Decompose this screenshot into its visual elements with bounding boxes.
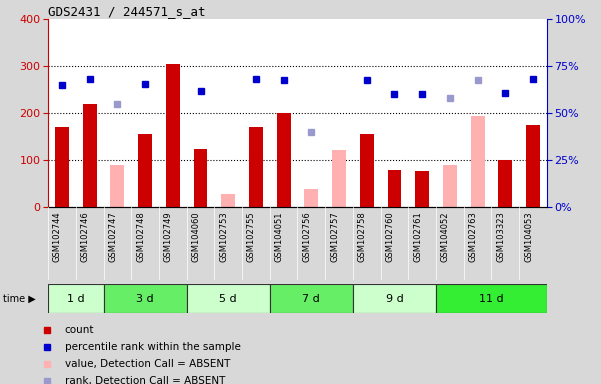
Bar <box>249 127 263 207</box>
Text: count: count <box>65 325 94 335</box>
Bar <box>526 125 540 207</box>
Bar <box>166 64 180 207</box>
Text: GSM102747: GSM102747 <box>108 211 117 262</box>
Bar <box>353 284 436 313</box>
Text: GSM102758: GSM102758 <box>358 211 367 262</box>
Text: GSM102760: GSM102760 <box>385 211 394 262</box>
Text: GSM102761: GSM102761 <box>413 211 422 262</box>
Text: rank, Detection Call = ABSENT: rank, Detection Call = ABSENT <box>65 376 225 384</box>
Bar <box>221 194 235 207</box>
Text: 1 d: 1 d <box>67 293 85 304</box>
Bar <box>276 113 290 207</box>
Text: GSM102753: GSM102753 <box>219 211 228 262</box>
Text: GSM104060: GSM104060 <box>192 211 201 262</box>
Text: GSM102744: GSM102744 <box>53 211 62 262</box>
Text: 3 d: 3 d <box>136 293 154 304</box>
Text: time ▶: time ▶ <box>3 293 35 304</box>
Bar <box>194 149 207 207</box>
Text: GSM102756: GSM102756 <box>302 211 311 262</box>
Text: GSM102748: GSM102748 <box>136 211 145 262</box>
Bar <box>388 170 401 207</box>
Bar <box>55 127 69 207</box>
Text: 7 d: 7 d <box>302 293 320 304</box>
Bar <box>332 150 346 207</box>
Bar <box>471 116 484 207</box>
Bar <box>83 104 97 207</box>
Text: GSM102746: GSM102746 <box>81 211 90 262</box>
Text: percentile rank within the sample: percentile rank within the sample <box>65 342 240 352</box>
Text: GSM102755: GSM102755 <box>247 211 256 262</box>
Bar <box>415 170 429 207</box>
Text: GDS2431 / 244571_s_at: GDS2431 / 244571_s_at <box>48 5 206 18</box>
Bar <box>48 284 103 313</box>
Text: GSM104053: GSM104053 <box>524 211 533 262</box>
Text: GSM103323: GSM103323 <box>496 211 505 262</box>
Text: GSM104052: GSM104052 <box>441 211 450 262</box>
Bar <box>111 165 124 207</box>
Bar <box>103 284 187 313</box>
Text: value, Detection Call = ABSENT: value, Detection Call = ABSENT <box>65 359 230 369</box>
Bar <box>187 284 270 313</box>
Bar <box>138 134 152 207</box>
Text: GSM102763: GSM102763 <box>469 211 478 262</box>
Text: GSM104051: GSM104051 <box>275 211 284 262</box>
Bar <box>305 189 319 207</box>
Text: 11 d: 11 d <box>479 293 504 304</box>
Text: 5 d: 5 d <box>219 293 237 304</box>
Text: GSM102757: GSM102757 <box>330 211 339 262</box>
Bar <box>498 161 512 207</box>
Bar <box>270 284 353 313</box>
Text: 9 d: 9 d <box>386 293 403 304</box>
Text: GSM102749: GSM102749 <box>164 211 173 262</box>
Bar <box>360 134 374 207</box>
Bar <box>436 284 547 313</box>
Bar <box>443 165 457 207</box>
